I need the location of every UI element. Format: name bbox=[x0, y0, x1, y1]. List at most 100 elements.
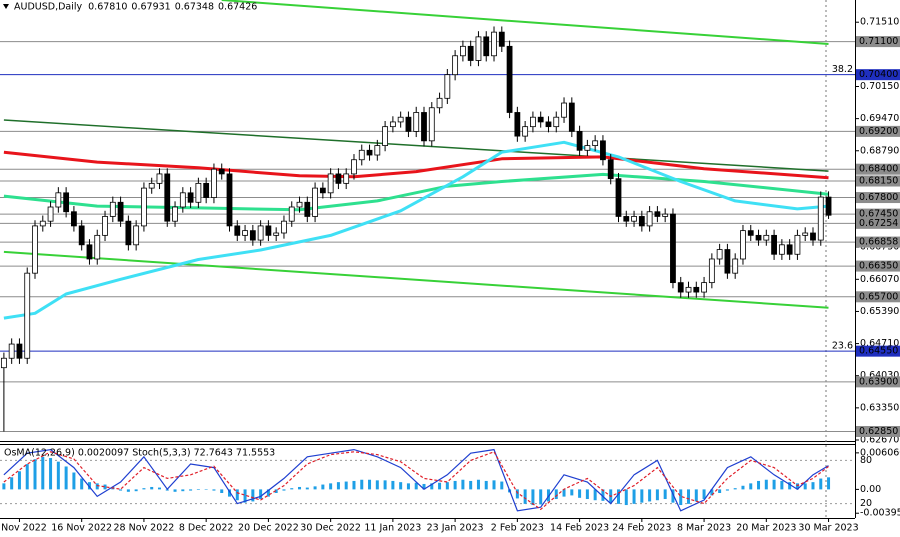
candle-body bbox=[78, 225, 85, 246]
level-price-label: 0.62850 bbox=[859, 426, 898, 437]
indicator-line bbox=[3, 119, 829, 172]
osma-bar bbox=[422, 483, 426, 490]
x-tick-label: 23 Jan 2023 bbox=[427, 523, 484, 534]
indicator-line bbox=[221, 0, 829, 45]
candle-body bbox=[343, 173, 350, 184]
osma-bar bbox=[725, 489, 729, 491]
candle-body bbox=[755, 234, 762, 241]
osma-bar bbox=[87, 482, 91, 490]
candle-body bbox=[825, 196, 832, 216]
osma-bar bbox=[492, 480, 496, 490]
y-tick-label: 0.69470 bbox=[860, 113, 899, 124]
osma-bar bbox=[406, 483, 410, 490]
y-tick-label: 0.66070 bbox=[860, 274, 899, 285]
candle-body bbox=[747, 230, 754, 236]
candle-body bbox=[654, 211, 661, 217]
candle-body bbox=[397, 116, 404, 123]
candle-body bbox=[179, 192, 186, 208]
osma-bar bbox=[243, 489, 247, 503]
candle-body bbox=[24, 272, 31, 359]
level-price-box bbox=[856, 208, 900, 220]
osma-bar bbox=[251, 489, 255, 502]
osma-bar bbox=[461, 479, 465, 490]
indicator-line bbox=[3, 140, 829, 320]
osma-bar bbox=[399, 482, 403, 490]
stoch-tick-label: 20 bbox=[860, 498, 872, 509]
candle-body bbox=[475, 36, 482, 61]
candle-body bbox=[265, 225, 272, 236]
osma-bar bbox=[25, 464, 29, 490]
stochastic-line bbox=[3, 451, 829, 511]
y-tick-label: 0.71510 bbox=[860, 17, 899, 28]
osma-bar bbox=[274, 489, 278, 493]
candle-body bbox=[47, 206, 54, 222]
osma-bar bbox=[360, 479, 364, 490]
candle-body bbox=[172, 206, 178, 222]
candle-body bbox=[607, 159, 614, 180]
osma-bar bbox=[570, 489, 574, 496]
osma-bar bbox=[266, 489, 270, 497]
candle-body bbox=[576, 130, 583, 151]
candle-body bbox=[366, 149, 373, 156]
candle-body bbox=[234, 225, 241, 236]
level-price-label: 0.65700 bbox=[859, 291, 898, 302]
x-tick-label: 16 Nov 2022 bbox=[51, 523, 112, 534]
osma-bar bbox=[788, 482, 792, 490]
candle-body bbox=[382, 126, 389, 146]
osma-bar bbox=[687, 489, 691, 504]
quote-value: 0.67426 bbox=[218, 2, 257, 13]
level-price-box bbox=[856, 236, 900, 248]
candle-body bbox=[226, 173, 233, 227]
level-price-label: 0.71100 bbox=[859, 36, 898, 47]
symbol-menu-icon[interactable] bbox=[3, 4, 9, 9]
indicator-title: OsMA(12,26,9) 0.0020097 Stoch(5,3,3) 72.… bbox=[4, 448, 275, 459]
osma-bar bbox=[321, 484, 325, 490]
osma-bar bbox=[126, 489, 130, 492]
level-price-box bbox=[856, 36, 900, 48]
candle-body bbox=[444, 74, 451, 99]
candle-body bbox=[778, 244, 785, 255]
y-tick-label: 0.64030 bbox=[860, 370, 899, 381]
candle-body bbox=[623, 216, 630, 222]
candle-body bbox=[545, 121, 552, 128]
candle-body bbox=[436, 97, 443, 109]
candle-body bbox=[498, 31, 505, 47]
osma-bar bbox=[95, 483, 99, 490]
candle-body bbox=[452, 55, 459, 76]
osma-bar bbox=[616, 489, 620, 504]
y-tick-label: -0.003956 bbox=[860, 508, 900, 519]
candle-body bbox=[716, 249, 723, 260]
osma-bar bbox=[764, 479, 768, 490]
candle-body bbox=[203, 182, 210, 198]
candle-body bbox=[94, 234, 101, 260]
level-price-label: 0.70400 bbox=[859, 69, 898, 80]
osma-bar bbox=[282, 489, 286, 491]
candle-body bbox=[732, 258, 739, 274]
candle-body bbox=[16, 343, 23, 359]
x-tick-label: 24 Feb 2023 bbox=[612, 523, 671, 534]
candle-body bbox=[8, 343, 15, 359]
osma-bar bbox=[189, 489, 193, 491]
osma-bar bbox=[476, 479, 480, 490]
x-tick-label: 2 Feb 2023 bbox=[491, 523, 544, 534]
candle-body bbox=[273, 232, 280, 236]
osma-bar bbox=[103, 484, 107, 490]
osma-bar bbox=[780, 480, 784, 490]
candle-body bbox=[662, 213, 669, 217]
x-tick-label: 4 Nov 2022 bbox=[0, 523, 47, 534]
osma-bar bbox=[212, 489, 216, 491]
x-tick-label: 30 Mar 2023 bbox=[798, 523, 858, 534]
osma-bar bbox=[702, 489, 706, 500]
osma-bar bbox=[515, 489, 519, 499]
candle-body bbox=[794, 234, 801, 255]
y-tick-label: 0.65390 bbox=[860, 306, 899, 317]
candle-body bbox=[312, 187, 318, 217]
candle-body bbox=[592, 140, 599, 146]
candle-body bbox=[810, 232, 816, 241]
candle-body bbox=[514, 112, 521, 137]
level-price-label: 0.69200 bbox=[859, 126, 898, 137]
candle-body bbox=[522, 126, 529, 137]
candle-body bbox=[701, 282, 707, 293]
osma-bar bbox=[259, 489, 263, 500]
